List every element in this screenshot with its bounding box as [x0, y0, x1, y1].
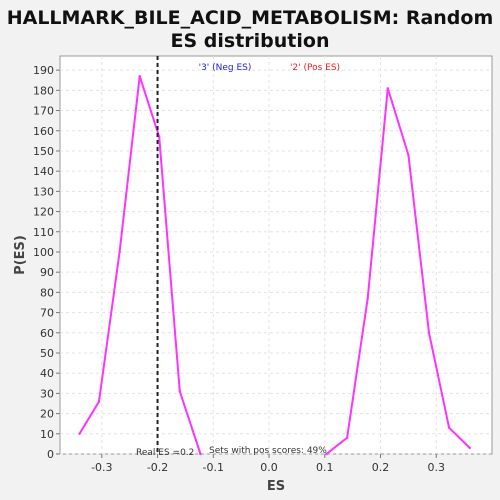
series-point	[158, 135, 161, 139]
y-tick-label: 170	[33, 105, 54, 118]
series-point	[78, 432, 81, 435]
series-point	[118, 250, 121, 254]
y-tick-label: 130	[33, 185, 54, 198]
y-tick-label: 30	[40, 387, 54, 400]
series-point	[366, 297, 369, 300]
legend-pos: '2' (Pos ES)	[290, 63, 340, 73]
series-point	[199, 452, 202, 456]
y-axis-label: P(ES)	[13, 235, 28, 275]
series-line-1	[325, 88, 471, 455]
y-tick-label: 20	[40, 408, 54, 421]
series-point	[178, 390, 182, 393]
series-point	[97, 400, 101, 403]
y-tick-label: 80	[40, 286, 54, 299]
x-tick-label: -0.3	[91, 461, 112, 474]
y-tick-label: 150	[33, 145, 54, 158]
y-tick-label: 90	[40, 266, 54, 279]
y-tick-label: 10	[40, 428, 54, 441]
grid	[60, 56, 492, 455]
y-tick-label: 160	[33, 125, 54, 138]
x-axis-ticks: -0.3 -0.2 -0.1 0.0 0.1 0.2 0.3	[91, 454, 445, 474]
y-tick-label: 120	[33, 206, 54, 219]
series-point	[386, 87, 389, 90]
y-tick-label: 0	[47, 448, 54, 461]
chart-title-line1: HALLMARK_BILE_ACID_METABOLISM: Random	[7, 7, 494, 29]
plot-area	[59, 55, 493, 455]
y-tick-label: 70	[40, 307, 54, 320]
y-tick-label: 100	[33, 246, 54, 259]
y-tick-label: 60	[40, 327, 54, 340]
series-point	[468, 446, 471, 450]
series-point	[138, 75, 141, 78]
pos-scores-label: Sets with pos scores: 49%	[209, 446, 327, 456]
y-tick-label: 40	[40, 367, 54, 380]
x-tick-label: -0.2	[147, 461, 168, 474]
y-tick-label: 50	[40, 347, 54, 360]
series-point	[325, 452, 328, 456]
series-point	[407, 153, 410, 157]
x-tick-label: 0.2	[372, 461, 390, 474]
real-es-label: Real ES =0.2	[136, 448, 194, 458]
x-tick-label: 0.1	[316, 461, 334, 474]
chart-title-line2: ES distribution	[171, 30, 330, 52]
series-lines	[78, 75, 471, 456]
series-point	[427, 331, 431, 334]
y-tick-label: 190	[33, 64, 54, 77]
y-tick-label: 140	[33, 165, 54, 178]
y-tick-label: 110	[33, 226, 54, 239]
series-point	[345, 436, 349, 440]
x-tick-label: 0.0	[260, 461, 278, 474]
series-point	[447, 426, 451, 429]
x-tick-label: -0.1	[203, 461, 224, 474]
legend-neg: '3' (Neg ES)	[199, 63, 252, 73]
y-tick-label: 180	[33, 84, 54, 97]
x-axis-label: ES	[267, 479, 285, 494]
y-axis-ticks: 0 10 20 30 40 50 60 70 80 90 100 110 120 130 140 150 160…	[33, 64, 60, 461]
x-tick-label: 0.3	[428, 461, 446, 474]
